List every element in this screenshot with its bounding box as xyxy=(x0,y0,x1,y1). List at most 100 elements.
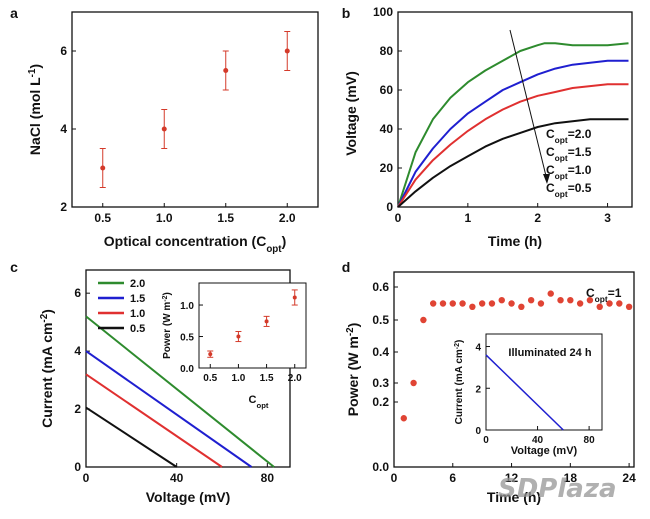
data-point xyxy=(557,297,564,304)
y-axis-title: Power (W m-2) xyxy=(345,323,362,417)
y-tick-label: 0.4 xyxy=(372,345,389,359)
inset-y-tick-label: 1.0 xyxy=(180,301,194,312)
data-point xyxy=(616,300,623,307)
label-part: opt xyxy=(555,189,568,199)
data-point xyxy=(478,300,486,307)
label-part: C xyxy=(586,286,595,300)
label-part: opt xyxy=(257,401,269,410)
label-part: opt xyxy=(595,294,608,304)
x-axis-title: Time (h) xyxy=(488,233,542,249)
label-part: -2 xyxy=(39,313,50,322)
inset-y-axis-title: Current (mA cm-2) xyxy=(454,340,466,425)
inset-x-tick-label: 80 xyxy=(584,435,596,446)
y-tick-label: 6 xyxy=(60,44,67,58)
legend-entry: Copt=0.5 xyxy=(546,181,592,199)
y-tick-label: 0.2 xyxy=(372,395,389,409)
watermark-text: SDPlaza xyxy=(498,474,617,504)
inset-x-tick-label: 40 xyxy=(532,435,544,446)
panel-label-a: a xyxy=(10,5,18,21)
y-tick-label: 60 xyxy=(380,83,394,97)
label-part: Power (W m xyxy=(345,336,361,416)
x-axis-title: Time (h) xyxy=(487,489,541,505)
label-part: NaCl (mol L xyxy=(27,77,43,155)
data-point xyxy=(518,303,525,310)
series-line xyxy=(397,42,629,208)
label-part: ) xyxy=(27,64,43,69)
label-part: opt xyxy=(555,153,568,163)
inset-x-tick-label: 0.5 xyxy=(203,373,217,384)
label-part: opt xyxy=(266,244,282,255)
y-tick-label: 20 xyxy=(380,161,394,175)
data-point xyxy=(223,68,229,73)
inset-data-point xyxy=(292,295,297,300)
inset-frame xyxy=(485,333,603,431)
legend-label: 0.5 xyxy=(130,323,145,335)
panel-label-c: c xyxy=(10,259,18,275)
panel-label-b: b xyxy=(342,5,351,21)
label-part: C xyxy=(546,145,555,159)
label-part: ) xyxy=(345,323,361,328)
label-part: C xyxy=(249,394,257,406)
label-part: C xyxy=(546,181,555,195)
x-tick-label: 18 xyxy=(564,471,578,485)
data-point xyxy=(508,300,515,307)
inset-x-tick-label: 1.0 xyxy=(231,373,245,384)
data-point xyxy=(400,415,407,422)
data-point xyxy=(449,300,456,307)
legend-entry: Copt=1.5 xyxy=(546,145,592,163)
legend-label: 2.0 xyxy=(130,278,145,290)
data-point xyxy=(537,300,545,307)
label-part: -1 xyxy=(27,68,38,77)
x-tick-label: 3 xyxy=(604,211,611,225)
label-part: C xyxy=(546,127,555,141)
inset-x-axis-title: Copt xyxy=(249,394,269,410)
label-part: =2.0 xyxy=(568,127,592,141)
y-axis-title: NaCl (mol L-1) xyxy=(27,64,44,155)
data-point xyxy=(439,300,447,307)
panel-b: b 0 1 2 3 0 20 40 60 80 100 Time (h) Voltage (mV) Cop… xyxy=(342,5,633,249)
legend-entry: Copt=1.0 xyxy=(546,163,592,181)
x-tick-label: 1.0 xyxy=(156,211,173,225)
legend-entry: Copt=2.0 xyxy=(546,127,592,145)
legend-label: 1.5 xyxy=(130,293,145,305)
x-tick-label: 6 xyxy=(449,471,456,485)
x-tick-label: 1.5 xyxy=(217,211,234,225)
data-point xyxy=(606,300,613,307)
series-line xyxy=(85,373,223,468)
trend-arrow-head xyxy=(543,174,550,184)
label-part: Current (mA cm xyxy=(454,349,465,424)
inset-data-point xyxy=(208,352,213,357)
x-tick-label: 0.5 xyxy=(94,211,111,225)
annotation-copt: Copt=1 xyxy=(586,286,622,304)
inset-y-tick-label: 0.0 xyxy=(180,364,194,375)
plot-frame xyxy=(71,11,319,208)
x-tick-label: 24 xyxy=(622,471,636,485)
inset-data-point xyxy=(236,334,241,339)
x-tick-label: 2.0 xyxy=(279,211,296,225)
y-axis-title: Current (mA cm-2) xyxy=(39,309,56,428)
label-part: =0.5 xyxy=(568,181,592,195)
inset-y-axis-title: Power (W m-2) xyxy=(162,292,174,359)
y-tick-label: 4 xyxy=(74,344,81,358)
y-tick-label: 80 xyxy=(380,44,394,58)
data-point xyxy=(596,303,603,310)
label-part: ) xyxy=(162,292,173,295)
inset-series-line xyxy=(485,354,564,431)
inset-y-tick-label: 4 xyxy=(475,343,481,354)
series-line xyxy=(397,118,629,208)
inset-x-tick-label: 1.5 xyxy=(260,373,274,384)
x-tick-label: 0 xyxy=(83,471,90,485)
label-part: Optical concentration (C xyxy=(104,233,267,249)
data-point xyxy=(429,300,437,307)
series-line xyxy=(85,350,253,468)
label-part: opt xyxy=(555,135,568,145)
y-tick-label: 0 xyxy=(74,460,81,474)
inset-title: Illuminated 24 h xyxy=(508,347,591,359)
data-point xyxy=(161,126,167,132)
label-part: ) xyxy=(282,233,287,249)
x-tick-label: 2 xyxy=(534,211,541,225)
